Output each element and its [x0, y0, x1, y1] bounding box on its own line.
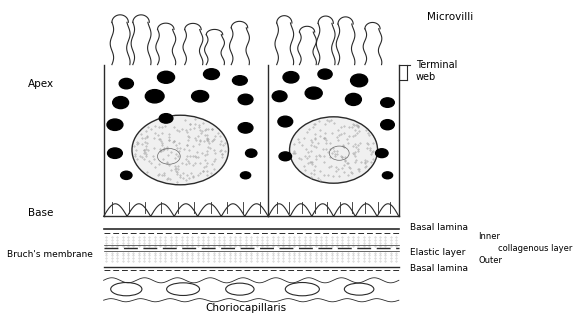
Text: Elastic layer: Elastic layer: [410, 248, 466, 257]
Text: Outer: Outer: [479, 256, 502, 264]
Ellipse shape: [318, 69, 332, 79]
Text: Choriocapillaris: Choriocapillaris: [205, 303, 286, 313]
Ellipse shape: [107, 119, 123, 130]
Ellipse shape: [166, 283, 199, 295]
Ellipse shape: [238, 94, 253, 105]
Text: Terminal
web: Terminal web: [416, 60, 457, 82]
Text: Microvilli: Microvilli: [427, 12, 473, 22]
Ellipse shape: [285, 283, 319, 296]
Ellipse shape: [111, 283, 142, 296]
Ellipse shape: [345, 283, 374, 295]
Text: Bruch's membrane: Bruch's membrane: [7, 250, 93, 259]
Ellipse shape: [192, 91, 209, 102]
Ellipse shape: [279, 152, 292, 161]
Ellipse shape: [121, 171, 132, 179]
Ellipse shape: [113, 97, 129, 108]
Ellipse shape: [380, 98, 395, 107]
Ellipse shape: [240, 172, 250, 179]
Ellipse shape: [119, 78, 133, 89]
Ellipse shape: [380, 120, 395, 130]
Ellipse shape: [346, 93, 362, 105]
Ellipse shape: [382, 172, 393, 179]
Text: Base: Base: [28, 208, 54, 218]
Ellipse shape: [289, 117, 377, 183]
Ellipse shape: [278, 116, 293, 127]
Ellipse shape: [203, 69, 219, 79]
Text: Basal lamina: Basal lamina: [410, 223, 468, 232]
Ellipse shape: [283, 71, 299, 83]
Ellipse shape: [108, 148, 122, 159]
Ellipse shape: [238, 123, 253, 133]
Ellipse shape: [159, 114, 173, 123]
Ellipse shape: [272, 91, 287, 102]
Ellipse shape: [350, 74, 368, 87]
Text: Apex: Apex: [28, 78, 54, 89]
Ellipse shape: [305, 87, 322, 99]
Text: Basal lamina: Basal lamina: [410, 264, 468, 273]
Ellipse shape: [132, 115, 229, 185]
Ellipse shape: [226, 283, 254, 295]
Ellipse shape: [246, 149, 257, 157]
Ellipse shape: [376, 149, 388, 158]
Ellipse shape: [145, 90, 164, 103]
Text: Inner: Inner: [479, 233, 500, 241]
Ellipse shape: [232, 76, 247, 85]
Ellipse shape: [158, 71, 175, 83]
Text: collagenous layer: collagenous layer: [498, 244, 573, 253]
